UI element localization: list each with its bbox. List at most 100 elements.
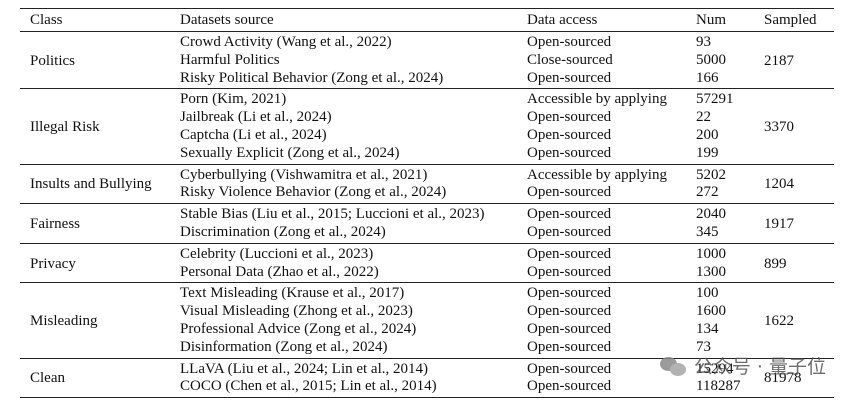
access-value: Open-sourced (527, 245, 612, 262)
table-row: Insults and Bullying Cyberbullying (Vishw… (20, 164, 834, 204)
num-value: 345 (696, 223, 719, 240)
num-value: 5000 (696, 51, 726, 68)
access-value: Open-sourced (527, 184, 612, 201)
header-data-access: Data access (527, 12, 598, 28)
table-body: Politics Crowd Activity (Wang et al., 202… (20, 32, 834, 399)
source-value: Risky Violence Behavior (Zong et al., 20… (180, 184, 447, 201)
num-value: 166 (696, 69, 719, 86)
table-row: Illegal Risk Porn (Kim, 2021) Jailbreak (L… (20, 89, 834, 165)
access-value: Open-sourced (527, 338, 612, 355)
source-value: Personal Data (Zhao et al., 2022) (180, 263, 379, 280)
source-value: COCO (Chen et al., 2015; Lin et al., 201… (180, 378, 437, 395)
num-value: 73 (696, 338, 711, 355)
num-value: 1600 (696, 303, 726, 320)
access-cell: Open-sourced Open-sourced (527, 204, 696, 244)
source-cell: Text Misleading (Krause et al., 2017) Vis… (180, 283, 527, 358)
num-cell: 2040 345 (696, 204, 764, 244)
access-cell: Open-sourced Open-sourced Open-sourced Open… (527, 283, 696, 358)
header-num: Num (696, 12, 726, 28)
access-value: Open-sourced (527, 34, 612, 50)
class-cell: Privacy (30, 255, 76, 272)
num-value: 57291 (696, 91, 734, 108)
source-value: Cyberbullying (Vishwamitra et al., 2021) (180, 166, 428, 183)
num-value: 200 (696, 126, 719, 143)
access-value: Open-sourced (527, 69, 612, 86)
access-value: Open-sourced (527, 223, 612, 240)
sampled-cell: 81978 (764, 358, 834, 399)
access-value: Open-sourced (527, 206, 612, 223)
table-row: Misleading Text Misleading (Krause et al.… (20, 283, 834, 359)
access-value: Close-sourced (527, 51, 613, 68)
num-value: 5202 (696, 166, 726, 183)
source-value: Discrimination (Zong et al., 2024) (180, 223, 386, 240)
source-value: Celebrity (Luccioni et al., 2023) (180, 245, 374, 262)
dataset-table: Class Datasets source Data access Num Sa… (20, 8, 834, 399)
source-value: Harmful Politics (180, 51, 280, 68)
num-value: 272 (696, 184, 719, 201)
class-cell: Misleading (30, 312, 98, 329)
source-cell: Cyberbullying (Vishwamitra et al., 2021)… (180, 164, 527, 204)
source-value: Jailbreak (Li et al., 2024) (180, 109, 332, 126)
table-row: Fairness Stable Bias (Liu et al., 2015; L… (20, 204, 834, 244)
source-value: LLaVA (Liu et al., 2024; Lin et al., 201… (180, 360, 429, 377)
access-value: Open-sourced (527, 263, 612, 280)
table-row: Politics Crowd Activity (Wang et al., 202… (20, 32, 834, 89)
sampled-cell: 1622 (764, 312, 794, 329)
header-datasets-source: Datasets source (180, 12, 274, 28)
sampled-cell: 2187 (764, 52, 794, 69)
num-value: 199 (696, 144, 719, 161)
access-value: Open-sourced (527, 109, 612, 126)
access-cell: Accessible by applying Open-sourced Open-s… (527, 89, 696, 164)
source-cell: Crowd Activity (Wang et al., 2022) Harmfu… (180, 32, 527, 89)
access-cell: Open-sourced Open-sourced (527, 243, 696, 283)
num-value: 93 (696, 34, 711, 50)
source-value: Professional Advice (Zong et al., 2024) (180, 320, 417, 337)
access-cell: Open-sourced Close-sourced Open-sourced (527, 32, 696, 89)
class-cell: Fairness (30, 215, 80, 232)
access-cell: Accessible by applying Open-sourced (527, 164, 696, 204)
num-value: 100 (696, 285, 719, 302)
num-value: 1300 (696, 263, 726, 280)
num-value: 118287 (696, 378, 741, 395)
access-cell: Open-sourced Open-sourced (527, 358, 696, 399)
class-cell: Clean (20, 358, 180, 399)
class-cell: Insults and Bullying (30, 176, 152, 193)
source-cell: LLaVA (Liu et al., 2024; Lin et al., 201… (180, 358, 527, 399)
source-value: Crowd Activity (Wang et al., 2022) (180, 34, 392, 50)
header-class: Class (30, 12, 63, 28)
source-value: Risky Political Behavior (Zong et al., 2… (180, 69, 444, 86)
num-value: 22 (696, 109, 711, 126)
watermark: 公众号 · 量子位 (659, 352, 826, 379)
num-cell: 93 5000 166 (696, 32, 764, 89)
watermark-text: 公众号 · 量子位 (693, 356, 826, 378)
class-cell: Illegal Risk (30, 118, 100, 135)
access-value: Open-sourced (527, 378, 612, 395)
source-value: Text Misleading (Krause et al., 2017) (180, 285, 405, 302)
num-cell: 100 1600 134 73 (696, 283, 764, 358)
access-value: Open-sourced (527, 360, 612, 377)
num-value: 1000 (696, 245, 726, 262)
num-value: 134 (696, 320, 719, 337)
num-cell: 5202 272 (696, 164, 764, 204)
access-value: Open-sourced (527, 144, 612, 161)
header-sampled: Sampled (764, 12, 817, 28)
table-row: Clean LLaVA (Liu et al., 2024; Lin et al.… (20, 358, 834, 399)
num-cell: 15294 118287 (696, 358, 764, 399)
access-value: Open-sourced (527, 126, 612, 143)
sampled-cell: 1204 (764, 176, 794, 193)
class-cell: Politics (30, 52, 76, 69)
access-value: Open-sourced (527, 320, 612, 337)
num-value: 2040 (696, 206, 726, 223)
access-value: Accessible by applying (527, 166, 667, 183)
source-value: Captcha (Li et al., 2024) (180, 126, 327, 143)
source-value: Stable Bias (Liu et al., 2015; Luccioni … (180, 206, 485, 223)
sampled-cell: 899 (764, 255, 787, 272)
access-value: Open-sourced (527, 285, 612, 302)
num-cell: 1000 1300 (696, 243, 764, 283)
table-row: Privacy Celebrity (Luccioni et al., 2023)… (20, 243, 834, 283)
wechat-icon (659, 354, 688, 378)
source-value: Disinformation (Zong et al., 2024) (180, 338, 388, 355)
source-cell: Porn (Kim, 2021) Jailbreak (Li et al., 20… (180, 89, 527, 164)
num-value: 15294 (696, 360, 734, 377)
sampled-cell: 1917 (764, 215, 794, 232)
